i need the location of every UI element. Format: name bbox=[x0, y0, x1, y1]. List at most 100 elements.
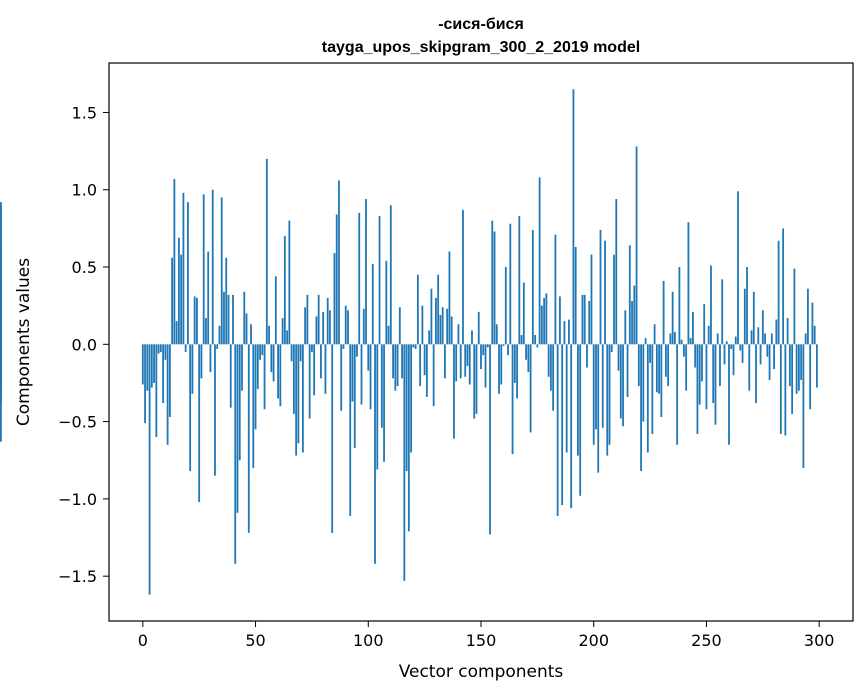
bar bbox=[527, 344, 530, 373]
bar bbox=[516, 344, 518, 399]
bar bbox=[498, 344, 500, 394]
bar bbox=[396, 344, 399, 387]
bar bbox=[150, 344, 153, 388]
bar bbox=[227, 294, 230, 345]
bar bbox=[773, 344, 775, 370]
bar bbox=[669, 333, 672, 345]
bar bbox=[534, 335, 537, 345]
bar bbox=[450, 316, 453, 345]
bar bbox=[225, 257, 228, 345]
bar bbox=[683, 344, 685, 357]
bar bbox=[202, 194, 205, 345]
bar bbox=[279, 344, 282, 407]
bar bbox=[807, 288, 809, 345]
chart-subtitle: tayga_upos_skipgram_300_2_2019 model bbox=[322, 39, 640, 56]
bar bbox=[177, 237, 180, 345]
bar bbox=[290, 344, 293, 362]
bar bbox=[416, 274, 419, 345]
bar bbox=[405, 344, 408, 472]
bar bbox=[292, 344, 295, 414]
bar bbox=[340, 344, 343, 411]
x-tick-label: 200 bbox=[578, 631, 609, 650]
bar bbox=[380, 344, 383, 428]
bar bbox=[223, 291, 225, 345]
y-tick-label: −0.5 bbox=[58, 413, 97, 432]
bar bbox=[673, 331, 676, 345]
bar bbox=[649, 344, 651, 363]
bar bbox=[459, 344, 462, 379]
bar bbox=[676, 344, 679, 445]
bar bbox=[428, 330, 431, 345]
bar bbox=[583, 294, 586, 345]
bar bbox=[577, 344, 579, 456]
bar bbox=[374, 344, 376, 564]
bar bbox=[746, 267, 748, 345]
bar bbox=[793, 268, 796, 345]
y-tick-label: −1.0 bbox=[58, 490, 97, 509]
bar bbox=[320, 344, 322, 379]
bar bbox=[714, 344, 717, 425]
bar bbox=[317, 294, 320, 345]
bar bbox=[791, 344, 794, 414]
bar bbox=[295, 344, 298, 456]
bar bbox=[401, 344, 403, 379]
bar bbox=[146, 344, 149, 391]
bar bbox=[734, 336, 737, 345]
bar bbox=[313, 344, 316, 396]
bar bbox=[671, 291, 674, 345]
y-axis: −1.5 −1.0 −0.5 0.0 0.5 1.0 1.5 bbox=[58, 103, 109, 586]
bar bbox=[407, 344, 410, 532]
bar bbox=[685, 344, 688, 391]
bar bbox=[739, 344, 742, 351]
bar bbox=[653, 324, 656, 345]
bar bbox=[748, 344, 751, 391]
bar bbox=[419, 344, 422, 387]
bar bbox=[477, 311, 480, 345]
bar bbox=[198, 344, 201, 502]
bar bbox=[144, 344, 146, 424]
bar bbox=[547, 344, 550, 377]
bar bbox=[455, 344, 458, 382]
bar bbox=[710, 265, 712, 345]
bar bbox=[383, 344, 385, 462]
bar bbox=[509, 223, 512, 345]
bar bbox=[570, 344, 573, 509]
bar bbox=[207, 251, 210, 345]
bar bbox=[398, 307, 401, 345]
bar bbox=[175, 321, 178, 345]
bar bbox=[696, 344, 699, 434]
bar bbox=[403, 344, 406, 581]
bar bbox=[667, 344, 670, 387]
bar bbox=[234, 344, 237, 564]
bar bbox=[349, 344, 352, 516]
bar bbox=[367, 344, 370, 371]
bar bbox=[259, 344, 261, 360]
bar bbox=[579, 344, 582, 496]
x-axis-label: Vector components bbox=[399, 662, 564, 682]
y-tick-label: 0.0 bbox=[72, 335, 97, 354]
bar bbox=[703, 304, 706, 345]
bar bbox=[182, 192, 185, 345]
bar bbox=[468, 344, 471, 385]
x-tick-label: 0 bbox=[138, 631, 148, 650]
bar bbox=[694, 344, 697, 368]
bar bbox=[166, 344, 169, 445]
bar bbox=[752, 291, 755, 345]
bar bbox=[568, 319, 570, 345]
bar bbox=[331, 344, 334, 533]
bar bbox=[141, 344, 144, 385]
bar bbox=[464, 344, 467, 377]
bar bbox=[592, 344, 595, 445]
bar bbox=[556, 344, 559, 516]
bar bbox=[750, 330, 753, 345]
bar bbox=[171, 257, 174, 345]
bar bbox=[601, 344, 604, 428]
bar bbox=[351, 344, 354, 402]
bar bbox=[441, 307, 444, 345]
bar bbox=[157, 344, 160, 354]
bar bbox=[437, 274, 440, 345]
bar bbox=[725, 341, 728, 345]
bar bbox=[353, 344, 356, 448]
bar bbox=[466, 344, 469, 366]
bar bbox=[590, 254, 593, 345]
